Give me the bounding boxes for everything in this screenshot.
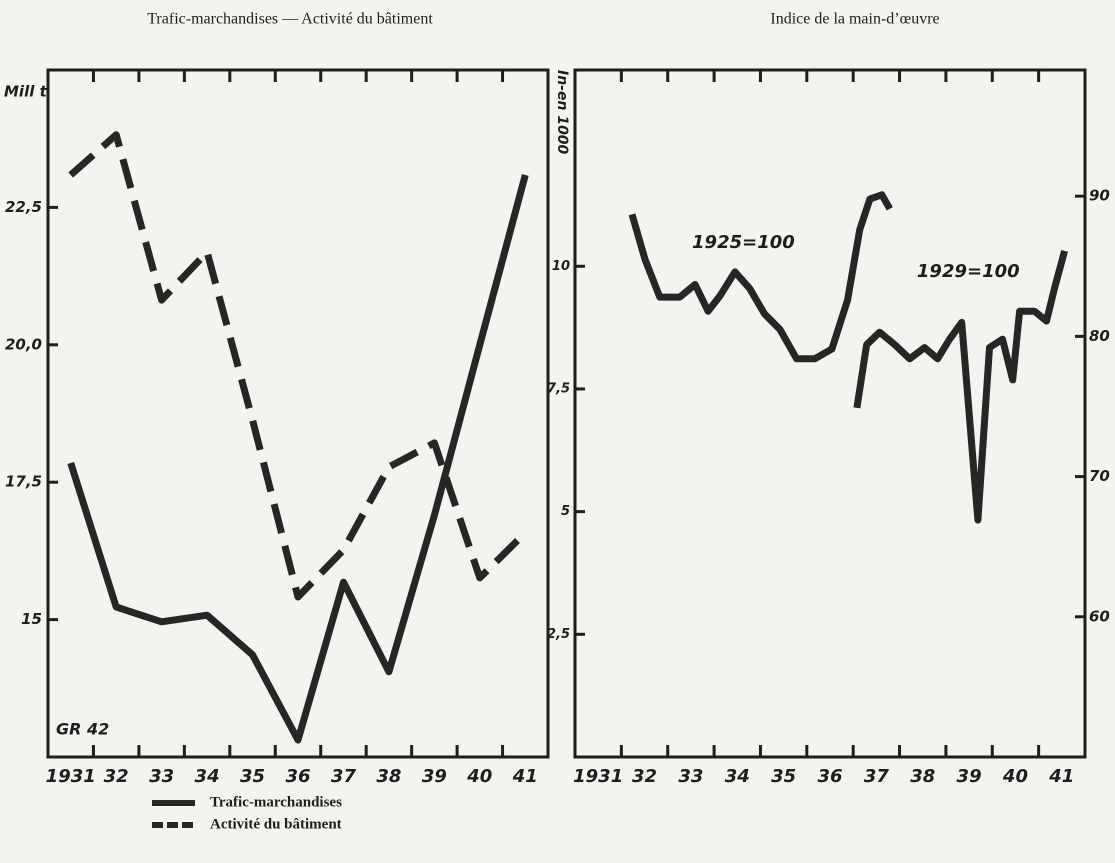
y-tick-label: 90	[1089, 187, 1110, 205]
x-tick-label: 1931	[46, 766, 96, 787]
y-tick-label: 70	[1089, 467, 1110, 485]
x-tick-label: 40	[466, 766, 492, 787]
x-tick-label: 33	[678, 766, 703, 787]
series-label: 1929=100	[917, 261, 1020, 282]
x-tick-label: 34	[195, 766, 220, 787]
x-tick-label: 41	[1048, 766, 1074, 787]
series-line	[68, 131, 528, 601]
x-tick-label: 40	[1002, 766, 1028, 787]
series-line	[628, 191, 893, 363]
x-tick-label: 36	[285, 766, 310, 787]
y-tick-label: 17,5	[5, 473, 42, 491]
x-tick-label: 34	[725, 766, 750, 787]
right-title: Indice de la main-d’œuvre	[770, 11, 939, 28]
x-tick-label: 39	[422, 766, 447, 787]
y2-tick-label: 2,5	[547, 627, 570, 642]
y2-tick-label: 5	[561, 504, 570, 519]
right-frame	[573, 68, 1087, 759]
x-tick-label: 36	[817, 766, 842, 787]
annotation: GR 42	[56, 720, 109, 739]
x-tick-label: 37	[331, 766, 357, 787]
left-title: Trafic-marchandises — Activité du bâtime…	[147, 11, 433, 28]
y-tick-label: 20,0	[5, 335, 42, 353]
left-frame	[46, 68, 550, 759]
x-tick-label: 39	[957, 766, 982, 787]
y2-tick-label: 7,5	[547, 381, 570, 396]
series-line	[67, 174, 529, 744]
y-tick-label: 80	[1089, 327, 1110, 345]
legend-label: Trafic-marchandises	[210, 794, 342, 810]
x-tick-label: 38	[910, 766, 935, 787]
x-tick-label: 38	[376, 766, 401, 787]
x-tick-label: 41	[512, 766, 538, 787]
legend-label: Activité du bâtiment	[210, 816, 342, 832]
x-tick-label: 1931	[573, 766, 623, 787]
series-line	[853, 249, 1068, 524]
x-tick-label: 35	[240, 766, 265, 787]
x-tick-label: 33	[149, 766, 174, 787]
y-axis-label: Mill t	[4, 83, 48, 101]
x-tick-label: 35	[771, 766, 796, 787]
x-tick-label: 37	[864, 766, 890, 787]
y2-axis-label: In-en 1000	[554, 70, 570, 155]
y-tick-label: 15	[21, 610, 42, 628]
y-tick-label: 60	[1089, 607, 1110, 625]
y-tick-label: 22,5	[5, 198, 42, 216]
x-tick-label: 32	[104, 766, 129, 787]
x-tick-label: 32	[632, 766, 657, 787]
y2-tick-label: 10	[552, 259, 570, 274]
series-label: 1925=100	[692, 232, 795, 253]
